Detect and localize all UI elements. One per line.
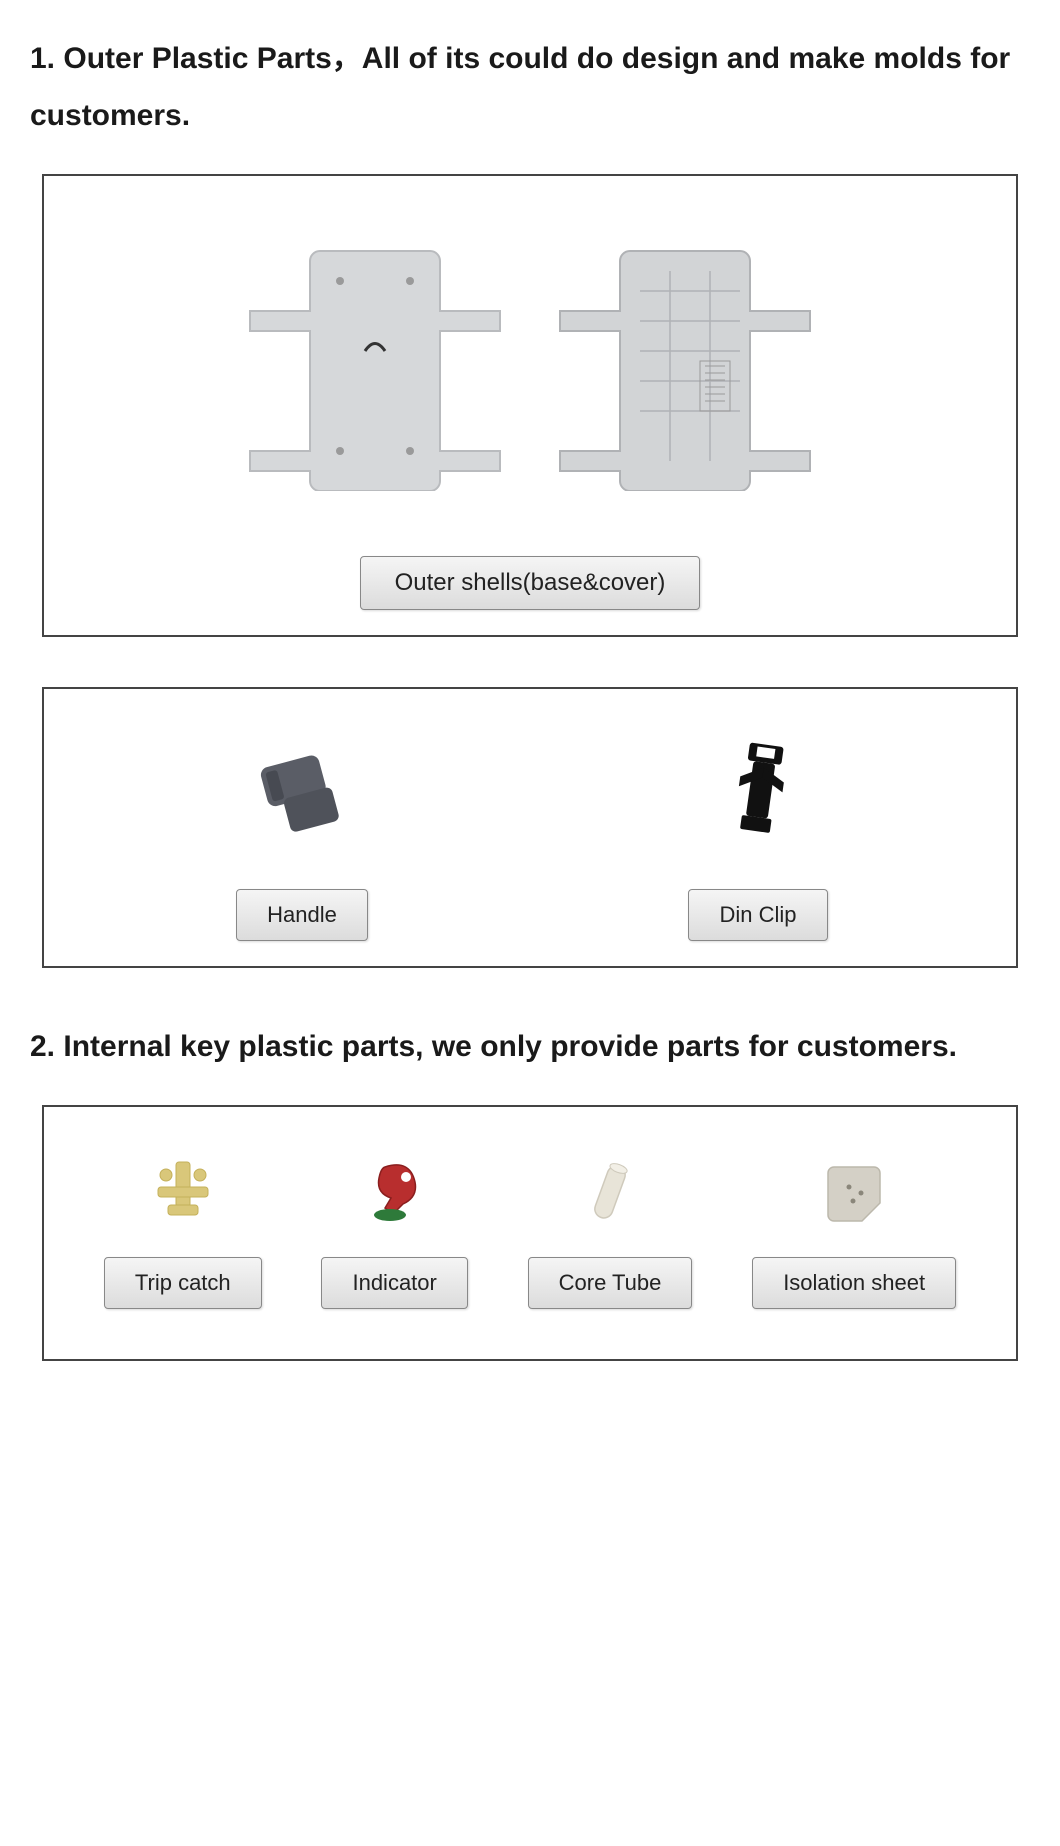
din-clip-label: Din Clip: [688, 889, 827, 941]
panel-internal-parts: Trip catch Indicator Core Tube: [42, 1105, 1018, 1361]
outer-shells-image-row: [74, 216, 986, 516]
isolation-sheet-label: Isolation sheet: [752, 1257, 956, 1309]
outer-shell-cover-image: [240, 241, 510, 491]
trip-catch-image: [138, 1147, 228, 1237]
isolation-sheet-image: [809, 1147, 899, 1237]
section-1-heading: 1. Outer Plastic Parts，All of its could …: [30, 30, 1030, 144]
panel-handle-dinclip: Handle Din Clip: [42, 687, 1018, 968]
core-tube-image: [565, 1147, 655, 1237]
core-tube-label: Core Tube: [528, 1257, 693, 1309]
handle-label: Handle: [236, 889, 368, 941]
handle-image: [237, 729, 367, 859]
din-clip-image: [693, 729, 823, 859]
trip-catch-label: Trip catch: [104, 1257, 262, 1309]
outer-shells-label: Outer shells(base&cover): [360, 556, 700, 610]
outer-shell-base-image: [550, 241, 820, 491]
indicator-label: Indicator: [321, 1257, 467, 1309]
panel-outer-shells: Outer shells(base&cover): [42, 174, 1018, 637]
indicator-image: [350, 1147, 440, 1237]
section-2-heading: 2. Internal key plastic parts, we only p…: [30, 1018, 1030, 1075]
